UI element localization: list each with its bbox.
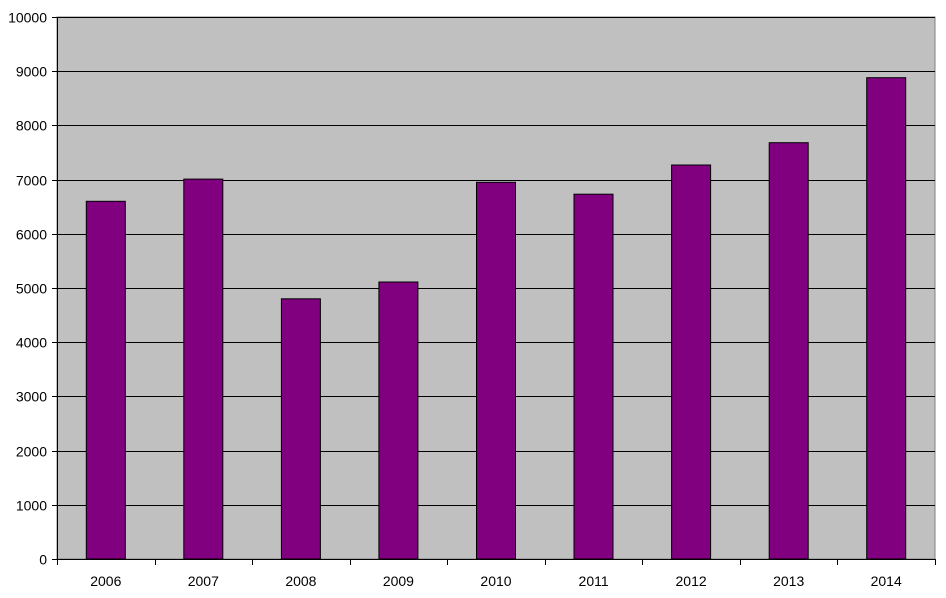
bar-2010 bbox=[476, 181, 516, 560]
y-tick-label: 9000 bbox=[16, 64, 47, 80]
y-tick-labels: 0 1000 2000 3000 4000 5000 6000 7000 8000 9000 100… bbox=[8, 10, 47, 568]
y-tick-label: 7000 bbox=[16, 173, 47, 189]
x-tick-label: 2013 bbox=[773, 573, 804, 589]
x-tick-label: 2011 bbox=[579, 573, 609, 589]
axes bbox=[52, 17, 936, 565]
bar-2007 bbox=[183, 178, 224, 560]
x-tick-label: 2014 bbox=[871, 573, 902, 589]
bar-2013 bbox=[768, 142, 809, 560]
y-tick-label: 5000 bbox=[16, 281, 47, 297]
bar-2012 bbox=[671, 164, 712, 560]
bar-2008 bbox=[280, 298, 321, 560]
y-tick-label: 6000 bbox=[16, 227, 47, 243]
y-tick-label: 2000 bbox=[16, 444, 47, 460]
y-tick-label: 0 bbox=[39, 552, 47, 568]
x-tick-label: 2006 bbox=[90, 573, 121, 589]
bar-2009 bbox=[378, 281, 419, 560]
x-tick-label: 2007 bbox=[188, 573, 219, 589]
y-tick-label: 4000 bbox=[16, 335, 47, 351]
y-tick-label: 8000 bbox=[16, 118, 47, 134]
y-tick-label: 10000 bbox=[8, 10, 47, 26]
bar-2014 bbox=[866, 77, 907, 560]
x-tick-label: 2008 bbox=[285, 573, 316, 589]
x-tick-label: 2009 bbox=[383, 573, 414, 589]
y-tick-label: 1000 bbox=[16, 498, 47, 514]
y-tick-label: 3000 bbox=[16, 389, 47, 405]
x-tick-labels: 2006 2007 2008 2009 2010 2011 2012 2013 2014 bbox=[90, 573, 902, 589]
bar-2011 bbox=[573, 193, 614, 560]
x-tick-label: 2012 bbox=[676, 573, 707, 589]
bar-2006 bbox=[85, 200, 126, 560]
x-tick-label: 2010 bbox=[480, 573, 511, 589]
